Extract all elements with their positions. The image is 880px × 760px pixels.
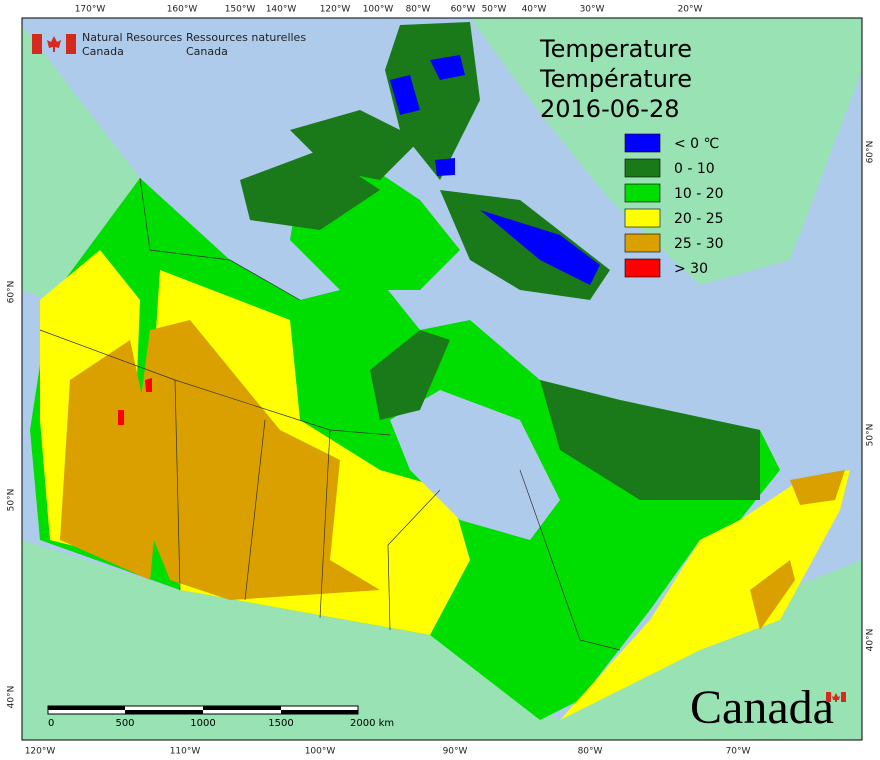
longitude-label: 100°W	[305, 747, 336, 757]
title-fr: Température	[539, 65, 692, 93]
longitude-label: 40°W	[522, 5, 547, 15]
province-border	[319, 429, 331, 619]
legend-label: 20 - 25	[674, 211, 724, 227]
department-en: Natural Resources	[82, 31, 183, 44]
province-border	[519, 469, 621, 651]
legend-label: 10 - 20	[674, 186, 724, 202]
graticule-labels: 170°W 160°W 150°W 140°W 120°W 100°W 80°W 60°W 50…	[7, 5, 876, 757]
flag-bar	[32, 34, 42, 54]
latitude-label: 60°N	[7, 281, 17, 304]
latitude-label: 40°N	[866, 629, 876, 652]
longitude-label: 120°W	[320, 5, 351, 15]
wordmark: Canada	[690, 681, 846, 734]
region-25-30	[60, 340, 160, 580]
region-0-10	[540, 380, 760, 500]
legend-label: > 30	[674, 261, 708, 277]
longitude-label: 80°W	[578, 747, 603, 757]
region-25-30	[130, 320, 380, 600]
flag-bar	[66, 34, 76, 54]
longitude-label: 140°W	[266, 5, 297, 15]
region-25-30	[790, 470, 845, 505]
region-below-0	[390, 75, 420, 115]
longitude-label: 80°W	[406, 5, 431, 15]
country-en: Canada	[82, 45, 124, 58]
territory-border	[39, 329, 391, 436]
country-fr: Canada	[186, 45, 228, 58]
legend-swatch	[624, 158, 661, 178]
scale-label: 2000 km	[350, 718, 394, 729]
map-frame	[21, 17, 863, 741]
longitude-label: 170°W	[75, 5, 106, 15]
greenland	[470, 18, 862, 285]
scale-bar-segment	[125, 710, 203, 714]
scale-bar-segment	[281, 710, 358, 714]
date: 2016-06-28	[540, 95, 679, 123]
scale-label: 500	[115, 718, 134, 729]
region-above-30	[145, 378, 152, 392]
legend-swatch	[624, 233, 661, 253]
longitude-label: 160°W	[167, 5, 198, 15]
longitude-label: 20°W	[678, 5, 703, 15]
maple-leaf	[47, 36, 61, 52]
region-25-30	[750, 560, 795, 630]
scale-label: 1500	[268, 718, 293, 729]
region-below-0	[430, 55, 465, 80]
latitude-label: 60°N	[866, 141, 876, 164]
longitude-label: 150°W	[225, 5, 256, 15]
longitude-label: 120°W	[25, 747, 56, 757]
legend-label: 25 - 30	[674, 236, 724, 252]
latitude-label: 50°N	[7, 489, 17, 512]
scale-bar: 0 500 1000 1500 2000 km	[47, 705, 394, 729]
region-0-10	[370, 330, 450, 420]
scale-bar-segment	[48, 706, 125, 710]
longitude-label: 30°W	[580, 5, 605, 15]
usa	[22, 540, 862, 740]
alaska	[22, 25, 140, 300]
region-below-0	[480, 210, 600, 285]
province-border	[244, 419, 266, 601]
maple-leaf	[832, 693, 840, 702]
longitude-label: 100°W	[363, 5, 394, 15]
title-en: Temperature	[539, 35, 692, 63]
longitude-label: 90°W	[443, 747, 468, 757]
legend-label: < 0 ℃	[674, 136, 719, 152]
longitude-label: 110°W	[170, 747, 201, 757]
longitude-label: 60°W	[451, 5, 476, 15]
canada-wordmark: Canada	[690, 681, 834, 734]
legend-swatch	[624, 208, 661, 228]
latitude-label: 50°N	[866, 424, 876, 447]
hudson-bay	[390, 390, 560, 540]
province-border	[387, 489, 441, 631]
province-border	[174, 379, 181, 591]
scale-bar-segment	[203, 706, 281, 710]
legend-swatch	[624, 133, 661, 153]
region-20-25	[560, 470, 850, 720]
header: Natural Resources Canada Ressources natu…	[32, 31, 306, 58]
region-below-0	[435, 158, 455, 176]
latitude-label: 40°N	[7, 686, 17, 709]
legend: < 0 ℃ 0 - 10 10 - 20 20 - 25 25 - 30 > 30	[624, 133, 724, 278]
flag-bar	[841, 692, 846, 702]
flag-bar	[826, 692, 831, 702]
longitude-label: 70°W	[726, 747, 751, 757]
longitude-label: 50°W	[482, 5, 507, 15]
legend-label: 0 - 10	[674, 161, 715, 177]
legend-swatch	[624, 183, 661, 203]
scale-label: 1000	[190, 718, 215, 729]
map	[21, 17, 863, 741]
scale-label: 0	[48, 718, 54, 729]
region-0-10	[290, 110, 420, 180]
legend-swatch	[624, 258, 661, 278]
department-fr: Ressources naturelles	[186, 31, 306, 44]
region-above-30	[118, 410, 124, 425]
territory-border	[139, 177, 301, 301]
